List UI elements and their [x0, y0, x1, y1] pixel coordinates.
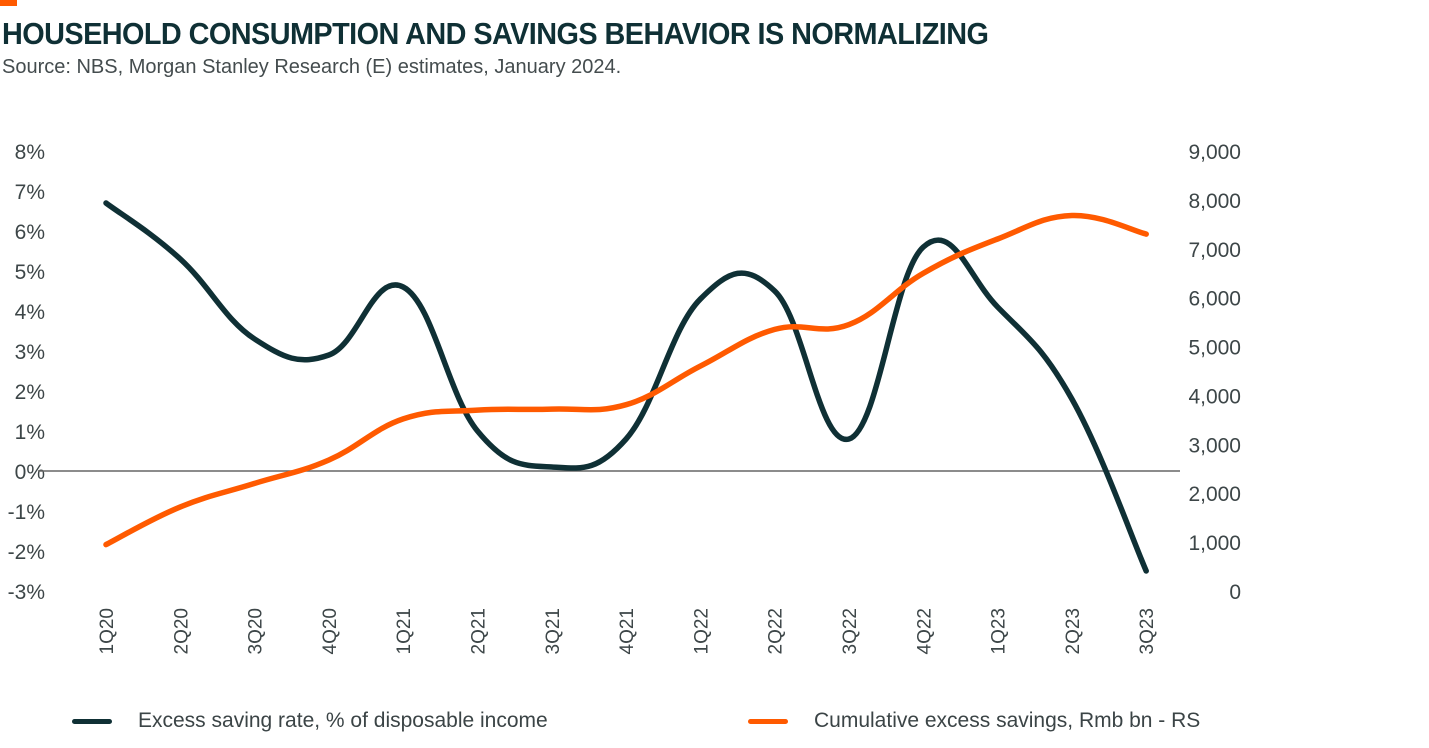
- left-tick-label: -3%: [8, 581, 45, 604]
- x-tick-label: 2Q22: [766, 608, 787, 654]
- series-layer: [103, 200, 1149, 574]
- left-tick-label: 5%: [15, 261, 45, 284]
- x-tick-label: 2Q20: [171, 608, 192, 654]
- x-tick-label: 4Q21: [617, 608, 638, 654]
- right-tick-label: 0: [1229, 581, 1241, 604]
- x-tick-label: 3Q21: [543, 608, 564, 654]
- legend-item-saving-rate: Excess saving rate, % of disposable inco…: [72, 709, 548, 733]
- legend-swatch-dark: [72, 718, 112, 724]
- right-tick-label: 5,000: [1188, 337, 1241, 360]
- x-tick-label: 3Q20: [246, 608, 267, 654]
- right-axis-ticks: 9,000 8,000 7,000 6,000 5,000 4,000 3,000 2,000…: [1188, 141, 1241, 604]
- right-tick-label: 4,000: [1188, 385, 1241, 408]
- left-tick-label: 1%: [15, 421, 45, 444]
- right-tick-label: 1,000: [1188, 532, 1241, 555]
- x-tick-label: 4Q22: [914, 608, 935, 654]
- left-tick-label: 0%: [15, 461, 45, 484]
- left-tick-label: 3%: [15, 341, 45, 364]
- right-tick-label: 6,000: [1188, 288, 1241, 311]
- series-line-cumulative-excess-savings: [103, 212, 1149, 548]
- left-tick-label: 4%: [15, 301, 45, 324]
- left-tick-label: 7%: [15, 181, 45, 204]
- left-tick-label: -2%: [8, 541, 45, 564]
- left-tick-label: 2%: [15, 381, 45, 404]
- x-tick-label: 3Q22: [840, 608, 861, 654]
- left-tick-label: 6%: [15, 221, 45, 244]
- x-tick-label: 2Q21: [469, 608, 490, 654]
- legend-label-cumulative-savings: Cumulative excess savings, Rmb bn - RS: [814, 709, 1201, 732]
- x-tick-label: 1Q23: [989, 608, 1010, 654]
- right-tick-label: 8,000: [1188, 190, 1241, 213]
- series-line-excess-saving-rate: [103, 200, 1149, 574]
- x-axis-ticks: 1Q20 2Q20 3Q20 4Q20 1Q21 2Q21 3Q21 4Q21 1Q22 2Q22…: [97, 608, 1158, 654]
- left-axis-ticks: 8% 7% 6% 5% 4% 3% 2% 1% 0% -1% -2% -3%: [8, 141, 45, 604]
- x-tick-label: 1Q21: [394, 608, 415, 654]
- accent-bar: [0, 0, 17, 6]
- right-tick-label: 2,000: [1188, 483, 1241, 506]
- x-tick-label: 1Q22: [691, 608, 712, 654]
- x-tick-label: 2Q23: [1063, 608, 1084, 654]
- x-tick-label: 3Q23: [1137, 608, 1158, 654]
- chart-title: HOUSEHOLD CONSUMPTION AND SAVINGS BEHAVI…: [2, 16, 989, 51]
- legend-swatch-orange: [748, 718, 788, 724]
- chart-source: Source: NBS, Morgan Stanley Research (E)…: [2, 56, 622, 78]
- right-tick-label: 3,000: [1188, 434, 1241, 457]
- right-tick-label: 7,000: [1188, 239, 1241, 262]
- legend-label-saving-rate: Excess saving rate, % of disposable inco…: [138, 709, 548, 732]
- x-tick-label: 4Q20: [320, 608, 341, 654]
- legend-item-cumulative-savings: Cumulative excess savings, Rmb bn - RS: [748, 709, 1200, 733]
- left-tick-label: 8%: [15, 141, 45, 164]
- x-tick-label: 1Q20: [97, 608, 118, 654]
- left-tick-label: -1%: [8, 501, 45, 524]
- right-tick-label: 9,000: [1188, 141, 1241, 164]
